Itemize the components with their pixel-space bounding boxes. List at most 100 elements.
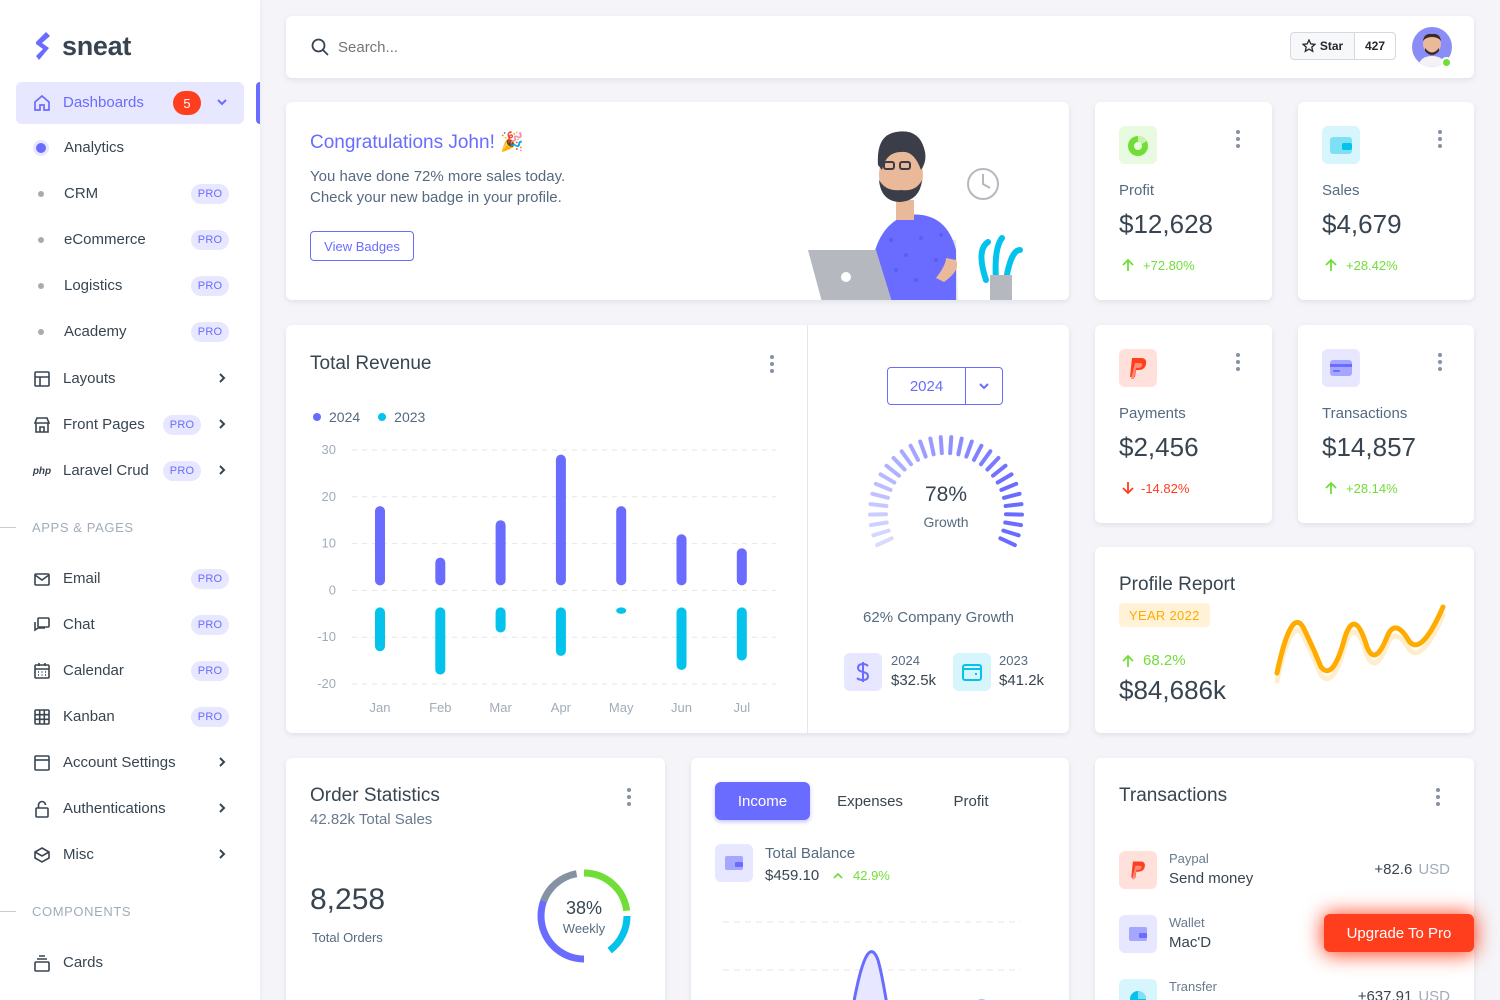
growth-percent: 78% <box>924 483 968 506</box>
bar-2023-May[interactable] <box>616 607 627 614</box>
gauge-segment <box>979 449 993 467</box>
total-revenue-card: Total Revenue 2024 2023 30 20 10 0 -10 -20 Jan… <box>286 325 1069 733</box>
sidebar-item-email[interactable]: Email PRO <box>16 558 244 600</box>
more-options-icon[interactable] <box>627 788 631 806</box>
store-icon <box>32 415 52 435</box>
year-select-button[interactable]: 2024 <box>887 367 1003 405</box>
cards-icon <box>32 953 52 973</box>
pro-badge: PRO <box>191 184 229 204</box>
pro-badge: PRO <box>191 707 229 727</box>
bar-2024-Jul[interactable] <box>736 548 747 586</box>
sidebar-item-dashboards[interactable]: Dashboards 5 <box>16 82 244 124</box>
bar-2023-Mar[interactable] <box>495 607 506 633</box>
sidebar-subitem-analytics[interactable]: Analytics <box>16 128 244 168</box>
wallet-icon <box>1119 915 1157 953</box>
pro-badge: PRO <box>191 276 229 296</box>
bar-2023-Jun[interactable] <box>676 607 687 670</box>
stat-card-profit: Profit $12,628 +72.80% <box>1095 102 1272 300</box>
section-title: APPS & PAGES <box>32 520 134 535</box>
total-orders-label: Total Orders <box>312 930 383 945</box>
gauge-segment <box>1002 491 1022 500</box>
sidebar-subitem-crm[interactable]: CRM PRO <box>16 174 244 214</box>
sidebar-item-label: Cards <box>63 954 104 971</box>
bar-2024-Feb[interactable] <box>435 557 446 586</box>
sidebar-item-label: Calendar <box>63 662 124 679</box>
gauge-segment <box>891 455 907 472</box>
transaction-desc: Mac'D <box>1169 934 1212 951</box>
bar-2024-Mar[interactable] <box>495 520 506 586</box>
search-input[interactable] <box>338 34 738 60</box>
sidebar-item-front-pages[interactable]: Front Pages PRO <box>16 404 244 446</box>
brand-logo[interactable]: sneat <box>32 30 131 62</box>
sidebar-item-misc[interactable]: Misc <box>16 834 244 876</box>
year-select-toggle[interactable] <box>966 368 1002 404</box>
github-star-button[interactable]: Star 427 <box>1290 32 1396 60</box>
bar-2023-Feb[interactable] <box>435 607 446 675</box>
x-tick-label: Feb <box>429 700 451 715</box>
arrow-up-icon <box>1122 258 1134 271</box>
calendar-icon <box>32 661 52 681</box>
section-header-components: COMPONENTS <box>0 902 260 922</box>
amount-value: +82.6 <box>1374 861 1413 878</box>
bar-2023-Jul[interactable] <box>736 607 747 661</box>
bar-2024-Jun[interactable] <box>676 534 687 586</box>
welcome-title: Congratulations John! 🎉 <box>310 132 524 153</box>
sidebar-subitem-academy[interactable]: Academy PRO <box>16 312 244 352</box>
more-options-icon[interactable] <box>1236 130 1240 148</box>
pro-badge: PRO <box>191 661 229 681</box>
sidebar-subitem-logistics[interactable]: Logistics PRO <box>16 266 244 306</box>
gauge-segment <box>956 436 964 457</box>
chart-pie-icon <box>1119 979 1157 1000</box>
transaction-amount: +637.91 USD <box>1358 988 1450 1000</box>
chevron-right-icon <box>219 419 226 429</box>
pro-badge: PRO <box>163 415 201 435</box>
tab-income[interactable]: Income <box>715 782 810 820</box>
arrow-up-icon <box>1122 654 1134 667</box>
pro-badge: PRO <box>191 569 229 589</box>
sidebar-item-laravel-crud[interactable]: php Laravel Crud PRO <box>16 450 244 492</box>
tab-profit[interactable]: Profit <box>953 792 989 810</box>
income-area-chart <box>723 921 1021 1000</box>
gauge-segment <box>928 436 936 457</box>
upgrade-to-pro-button[interactable]: Upgrade To Pro <box>1324 914 1474 952</box>
home-icon <box>32 93 52 113</box>
amount-currency: USD <box>1418 861 1450 878</box>
sidebar-item-account-settings[interactable]: Account Settings <box>16 742 244 784</box>
sidebar-item-cards[interactable]: Cards <box>16 942 244 984</box>
tab-expenses[interactable]: Expenses <box>837 792 903 810</box>
more-options-icon[interactable] <box>1236 353 1240 371</box>
grid-icon <box>32 707 52 727</box>
sidebar-item-calendar[interactable]: Calendar PRO <box>16 650 244 692</box>
bar-2024-Jan[interactable] <box>375 506 385 586</box>
php-icon: php <box>32 465 52 477</box>
x-tick-label: May <box>609 700 634 715</box>
gauge-segment <box>998 536 1017 548</box>
sidebar-subitem-ecommerce[interactable]: eCommerce PRO <box>16 220 244 260</box>
summary-year: 2024 <box>891 653 920 668</box>
wallet-icon <box>1322 126 1360 164</box>
sidebar-item-layouts[interactable]: Layouts <box>16 358 244 400</box>
bar-2024-May[interactable] <box>616 506 627 586</box>
summary-amount: $41.2k <box>999 672 1045 689</box>
more-options-icon[interactable] <box>1438 353 1442 371</box>
transactions-card: Transactions Paypal Send money +82.6 USD … <box>1095 758 1474 1000</box>
layout-icon <box>32 369 52 389</box>
gauge-segment <box>878 472 897 485</box>
sidebar-item-chat[interactable]: Chat PRO <box>16 604 244 646</box>
sneat-logo-icon <box>36 32 50 60</box>
x-tick-label: Jan <box>370 700 391 715</box>
stat-title: Sales <box>1322 182 1360 199</box>
more-options-icon[interactable] <box>1436 788 1440 806</box>
total-orders-value: 8,258 <box>310 883 386 916</box>
stat-title: Transactions <box>1322 405 1408 422</box>
stat-title: Payments <box>1119 405 1186 422</box>
sidebar-item-label: CRM <box>64 185 99 202</box>
sidebar-item-authentications[interactable]: Authentications <box>16 788 244 830</box>
bar-2024-Apr[interactable] <box>555 454 566 586</box>
bar-2023-Jan[interactable] <box>375 607 385 652</box>
sidebar-item-kanban[interactable]: Kanban PRO <box>16 696 244 738</box>
more-options-icon[interactable] <box>1438 130 1442 148</box>
view-badges-button[interactable]: View Badges <box>310 231 414 261</box>
more-options-icon[interactable] <box>770 355 774 373</box>
bar-2023-Apr[interactable] <box>555 607 566 656</box>
